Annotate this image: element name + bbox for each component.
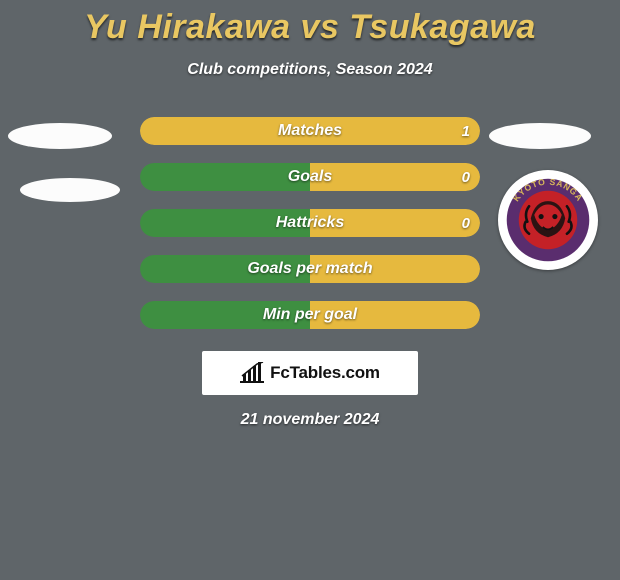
stat-bar: Min per goal [140,301,480,329]
stat-bar-label: Hattricks [140,209,480,237]
decorative-ellipse [489,123,591,149]
subtitle: Club competitions, Season 2024 [0,61,620,79]
stat-bar: Goals0 [140,163,480,191]
decorative-ellipse [20,178,120,202]
stat-bar: Matches1 [140,117,480,145]
decorative-ellipse [8,123,112,149]
stat-bar-label: Goals per match [140,255,480,283]
team-crest-icon: KYOTO SANGA [505,177,591,263]
stat-bar: Goals per match [140,255,480,283]
chart-icon [240,362,264,384]
stat-bar-label: Min per goal [140,301,480,329]
branding-text: FcTables.com [270,363,380,383]
team-badge: KYOTO SANGA [498,170,598,270]
stat-bar: Hattricks0 [140,209,480,237]
stat-bar-right-value: 0 [462,209,470,237]
page-title: Yu Hirakawa vs Tsukagawa [0,0,620,47]
stat-bar-label: Matches [140,117,480,145]
branding-box: FcTables.com [202,351,418,395]
stat-bar-right-value: 1 [462,117,470,145]
date-line: 21 november 2024 [0,411,620,429]
comparison-bars: Matches1Goals0Hattricks0Goals per matchM… [140,117,480,329]
stat-bar-right-value: 0 [462,163,470,191]
stat-bar-label: Goals [140,163,480,191]
